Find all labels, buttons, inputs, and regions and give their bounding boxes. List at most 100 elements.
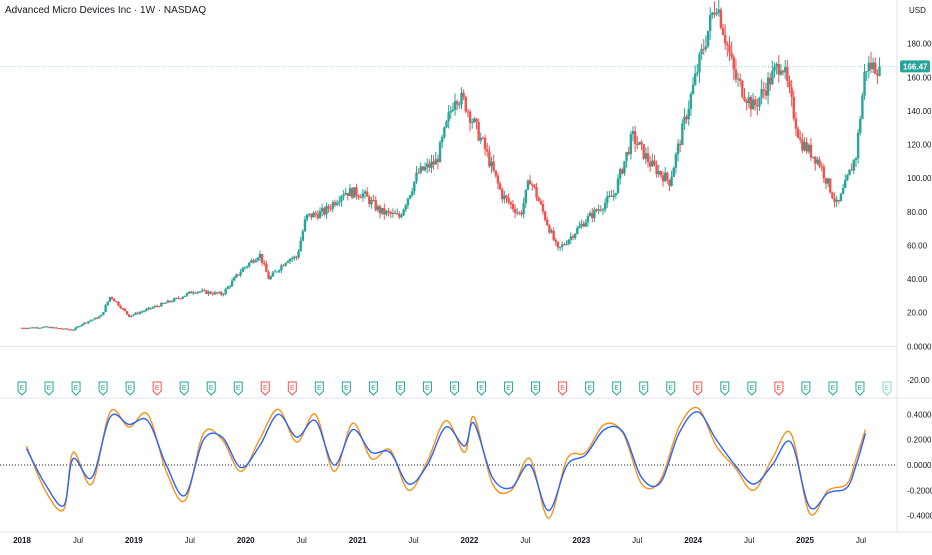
candle-body bbox=[597, 209, 600, 211]
candle-body bbox=[522, 203, 525, 215]
candle-body bbox=[127, 314, 131, 317]
candle-body bbox=[829, 178, 832, 193]
candle-body bbox=[97, 316, 101, 319]
candle-body bbox=[631, 131, 635, 135]
earnings-marker: E bbox=[152, 381, 162, 396]
earnings-flag bbox=[531, 381, 541, 396]
candle-body bbox=[466, 111, 470, 113]
candle-body bbox=[503, 195, 506, 200]
candle-body bbox=[653, 160, 656, 165]
candle-body bbox=[586, 216, 590, 223]
candle-body bbox=[689, 93, 693, 109]
earnings-flag bbox=[855, 381, 865, 396]
earnings-marker: E bbox=[639, 381, 649, 396]
candle-body bbox=[222, 294, 225, 296]
candle-body bbox=[541, 203, 545, 212]
candle-body bbox=[346, 192, 350, 196]
candle-body bbox=[256, 258, 260, 261]
earnings-marker: E bbox=[693, 381, 703, 396]
time-tick-label: 2024 bbox=[684, 536, 702, 545]
candle-body bbox=[434, 159, 437, 165]
candle-body bbox=[445, 121, 448, 128]
candle-body bbox=[301, 231, 305, 241]
earnings-marker: E bbox=[558, 381, 568, 396]
earnings-flag bbox=[882, 381, 892, 396]
candle-body bbox=[513, 208, 517, 214]
chart-title: Advanced Micro Devices Inc · 1W · NASDAQ bbox=[5, 5, 207, 16]
candle-body bbox=[254, 260, 257, 263]
candle-body bbox=[91, 319, 94, 321]
candle-body bbox=[719, 9, 723, 28]
candle-body bbox=[374, 200, 377, 211]
earnings-marker: E bbox=[44, 381, 54, 396]
candle-body bbox=[869, 62, 873, 70]
candle-body bbox=[760, 89, 763, 98]
candle-body bbox=[344, 192, 347, 195]
time-tick-label: Jul bbox=[185, 536, 195, 545]
candle-body bbox=[383, 207, 386, 215]
candle-body bbox=[839, 193, 843, 202]
candle-body bbox=[166, 300, 169, 303]
candle-body bbox=[164, 302, 167, 304]
candle-body bbox=[704, 46, 708, 50]
candle-body bbox=[670, 176, 673, 186]
price-tick-label: 140.00 bbox=[907, 107, 932, 116]
candle-body bbox=[288, 258, 292, 262]
candle-body bbox=[481, 137, 485, 139]
time-tick-label: 2018 bbox=[13, 536, 31, 545]
candle-body bbox=[599, 209, 603, 211]
earnings-label: E bbox=[614, 385, 619, 392]
candle-body bbox=[310, 213, 313, 218]
earnings-marker: E bbox=[477, 381, 487, 396]
candle-body bbox=[473, 118, 476, 122]
candle-body bbox=[123, 308, 127, 312]
earnings-label: E bbox=[722, 385, 727, 392]
candle-body bbox=[211, 293, 215, 295]
earnings-flag bbox=[395, 381, 405, 396]
candle-body bbox=[657, 171, 660, 175]
candle-body bbox=[779, 70, 783, 75]
earnings-marker: E bbox=[179, 381, 189, 396]
candle-body bbox=[335, 202, 339, 205]
candle-body bbox=[194, 292, 197, 294]
earnings-label: E bbox=[560, 385, 565, 392]
candle-body bbox=[260, 253, 264, 263]
earnings-label: E bbox=[777, 385, 782, 392]
candle-body bbox=[758, 97, 761, 107]
candle-body bbox=[31, 327, 34, 329]
candle-body bbox=[563, 244, 566, 246]
candle-body bbox=[228, 286, 232, 288]
candle-body bbox=[520, 212, 523, 215]
candle-body bbox=[52, 327, 56, 329]
candle-body bbox=[85, 322, 88, 324]
earnings-label: E bbox=[398, 385, 403, 392]
candle-body bbox=[708, 15, 712, 31]
candle-body bbox=[576, 228, 579, 234]
candle-body bbox=[865, 71, 868, 73]
osc-line-orange bbox=[25, 406, 867, 519]
candle-body bbox=[241, 268, 245, 272]
earnings-label: E bbox=[74, 385, 79, 392]
candle-body bbox=[200, 290, 204, 292]
candle-body bbox=[571, 236, 575, 238]
currency-label: USD bbox=[909, 6, 926, 15]
candle-body bbox=[205, 290, 208, 294]
candle-body bbox=[299, 240, 302, 252]
candle-body bbox=[490, 161, 493, 167]
candle-body bbox=[867, 62, 871, 72]
candle-body bbox=[835, 199, 838, 202]
osc-tick-label: 0.4000 bbox=[907, 410, 932, 419]
candle-body bbox=[535, 187, 538, 198]
candle-body bbox=[250, 260, 253, 263]
earnings-marker: E bbox=[585, 381, 595, 396]
candle-body bbox=[82, 322, 86, 325]
candle-body bbox=[140, 311, 144, 313]
candle-body bbox=[235, 274, 238, 278]
earnings-marker: E bbox=[287, 381, 297, 396]
candle-body bbox=[451, 109, 455, 111]
candle-body bbox=[859, 118, 862, 133]
candle-body bbox=[267, 272, 270, 280]
candle-body bbox=[365, 191, 369, 197]
candle-body bbox=[325, 206, 328, 215]
